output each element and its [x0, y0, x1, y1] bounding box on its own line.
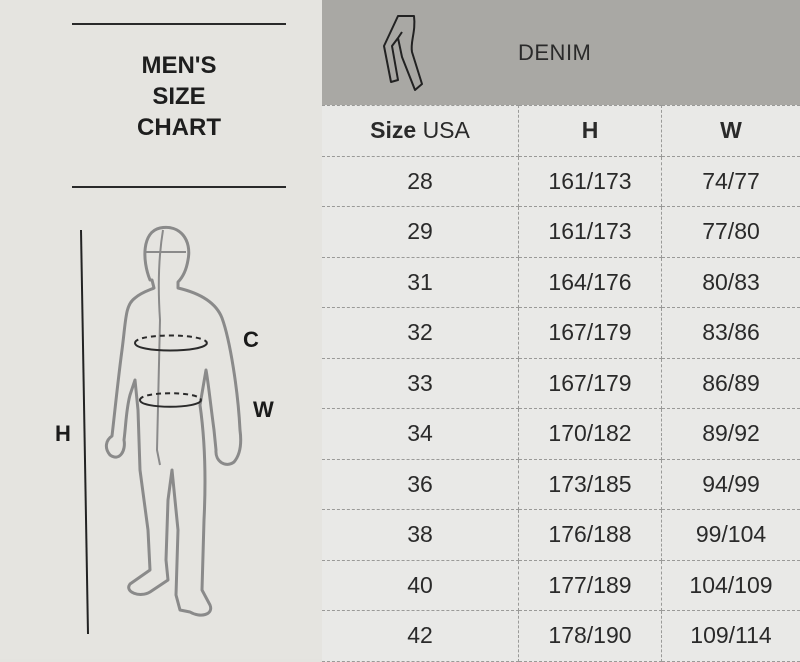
cell-h: 176/188: [519, 510, 662, 561]
title-line: CHART: [72, 112, 286, 143]
cell-h: 167/179: [519, 308, 662, 359]
category-header: DENIM: [322, 0, 800, 105]
header-size-region: USA: [423, 117, 470, 143]
title-line: MEN'S: [72, 50, 286, 81]
chart-title: MEN'S SIZE CHART: [72, 50, 286, 143]
header-size-label: Size: [370, 117, 416, 143]
size-guide-panel: MEN'S SIZE CHART H C W: [0, 0, 322, 659]
cell-w: 99/104: [662, 510, 800, 561]
cell-w: 83/86: [662, 308, 800, 359]
waist-label: W: [253, 397, 274, 423]
divider: [72, 186, 286, 188]
cell-size: 40: [322, 560, 519, 611]
cell-w: 94/99: [662, 459, 800, 510]
header-h: H: [519, 106, 662, 157]
header-size: Size USA: [322, 106, 519, 157]
cell-h: 170/182: [519, 409, 662, 460]
cell-h: 161/173: [519, 207, 662, 258]
cell-h: 164/176: [519, 257, 662, 308]
header-w: W: [662, 106, 800, 157]
cell-size: 33: [322, 358, 519, 409]
cell-size: 28: [322, 156, 519, 207]
cell-size: 42: [322, 611, 519, 662]
cell-w: 77/80: [662, 207, 800, 258]
cell-w: 86/89: [662, 358, 800, 409]
cell-w: 80/83: [662, 257, 800, 308]
chest-label: C: [243, 327, 259, 353]
cell-h: 178/190: [519, 611, 662, 662]
cell-w: 104/109: [662, 560, 800, 611]
cell-size: 32: [322, 308, 519, 359]
divider: [72, 23, 286, 25]
category-title: DENIM: [518, 40, 591, 66]
cell-w: 74/77: [662, 156, 800, 207]
human-outline-icon: [106, 227, 240, 615]
title-line: SIZE: [72, 81, 286, 112]
cell-w: 109/114: [662, 611, 800, 662]
waist-measure-ring: [140, 393, 201, 407]
cell-size: 36: [322, 459, 519, 510]
body-measurement-figure: [0, 200, 320, 659]
cell-size: 38: [322, 510, 519, 561]
height-line: [81, 230, 88, 634]
cell-h: 177/189: [519, 560, 662, 611]
cell-h: 167/179: [519, 358, 662, 409]
cell-w: 89/92: [662, 409, 800, 460]
cell-size: 29: [322, 207, 519, 258]
cell-h: 161/173: [519, 156, 662, 207]
pants-icon: [380, 12, 430, 92]
chest-measure-ring: [135, 336, 207, 351]
cell-h: 173/185: [519, 459, 662, 510]
height-label: H: [55, 421, 71, 447]
table-header-row: Size USA H W: [322, 106, 800, 157]
cell-size: 31: [322, 257, 519, 308]
cell-size: 34: [322, 409, 519, 460]
